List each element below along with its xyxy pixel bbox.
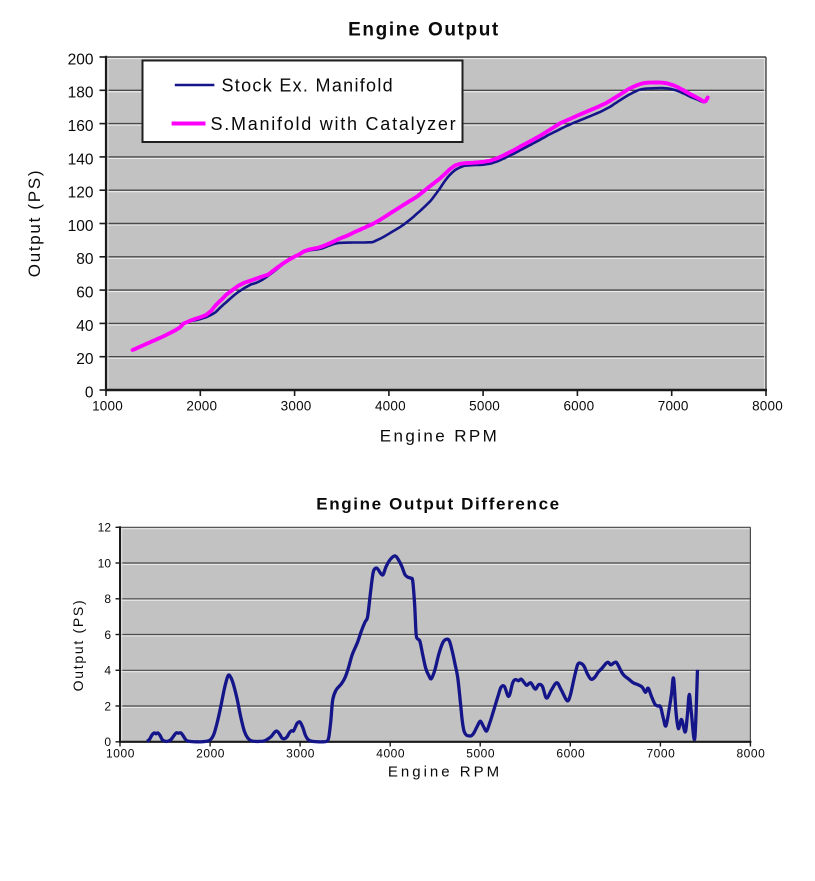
svg-text:6000: 6000 — [563, 399, 594, 414]
svg-text:0: 0 — [85, 384, 94, 401]
svg-text:Engine Output: Engine Output — [348, 20, 500, 41]
svg-text:6000: 6000 — [556, 747, 585, 761]
svg-text:12: 12 — [98, 521, 112, 535]
svg-text:2: 2 — [104, 699, 111, 713]
svg-text:Engine Output Difference: Engine Output Difference — [316, 495, 561, 514]
svg-text:1000: 1000 — [106, 747, 135, 761]
svg-text:5000: 5000 — [469, 399, 500, 414]
svg-text:4: 4 — [104, 664, 111, 678]
svg-text:Output (PS): Output (PS) — [70, 599, 86, 692]
svg-text:3000: 3000 — [286, 747, 315, 761]
svg-text:Stock Ex. Manifold: Stock Ex. Manifold — [222, 76, 394, 96]
svg-text:140: 140 — [68, 151, 94, 168]
svg-text:0: 0 — [104, 735, 111, 749]
svg-text:8000: 8000 — [752, 399, 783, 414]
svg-text:4000: 4000 — [375, 399, 406, 414]
svg-text:Engine RPM: Engine RPM — [380, 427, 499, 446]
svg-text:Engine RPM: Engine RPM — [388, 764, 502, 781]
svg-text:80: 80 — [76, 251, 94, 268]
svg-text:160: 160 — [68, 118, 94, 135]
svg-text:6: 6 — [104, 628, 111, 642]
svg-text:180: 180 — [68, 85, 94, 102]
svg-text:2000: 2000 — [186, 399, 217, 414]
svg-text:8000: 8000 — [736, 747, 765, 761]
svg-text:200: 200 — [68, 51, 94, 68]
svg-text:S.Manifold with Catalyzer: S.Manifold with Catalyzer — [211, 114, 458, 134]
svg-text:40: 40 — [76, 318, 94, 335]
svg-text:Output (PS): Output (PS) — [25, 169, 44, 277]
svg-text:100: 100 — [68, 218, 94, 235]
svg-text:7000: 7000 — [658, 399, 689, 414]
svg-text:7000: 7000 — [646, 747, 675, 761]
svg-text:4000: 4000 — [376, 747, 405, 761]
svg-text:60: 60 — [76, 285, 94, 302]
svg-text:20: 20 — [76, 351, 94, 368]
svg-text:3000: 3000 — [281, 399, 312, 414]
svg-text:8: 8 — [104, 592, 111, 606]
svg-text:120: 120 — [68, 185, 94, 202]
svg-text:1000: 1000 — [92, 399, 123, 414]
svg-text:10: 10 — [98, 556, 112, 570]
svg-text:5000: 5000 — [466, 747, 495, 761]
svg-text:2000: 2000 — [196, 747, 225, 761]
